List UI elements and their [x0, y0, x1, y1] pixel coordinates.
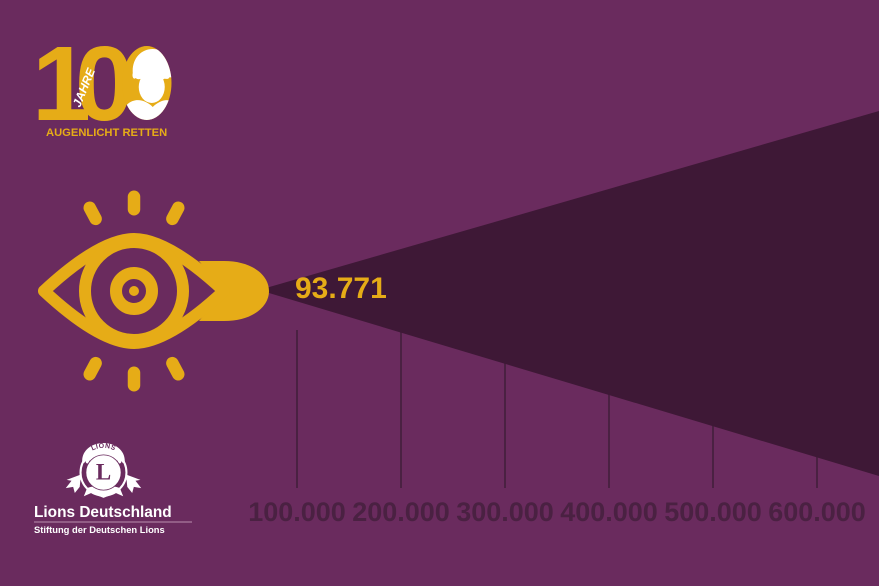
- svg-text:93.771: 93.771: [295, 272, 387, 305]
- svg-text:300.000: 300.000: [456, 497, 554, 527]
- svg-text:200.000: 200.000: [352, 497, 450, 527]
- svg-text:Stiftung der Deutschen Lions: Stiftung der Deutschen Lions: [34, 524, 165, 535]
- svg-text:Lions Deutschland: Lions Deutschland: [34, 504, 172, 521]
- svg-text:AUGENLICHT RETTEN: AUGENLICHT RETTEN: [46, 127, 167, 139]
- svg-text:100.000: 100.000: [248, 497, 346, 527]
- svg-text:500.000: 500.000: [664, 497, 762, 527]
- svg-text:400.000: 400.000: [560, 497, 658, 527]
- svg-text:600.000: 600.000: [768, 497, 866, 527]
- svg-text:L: L: [96, 459, 111, 484]
